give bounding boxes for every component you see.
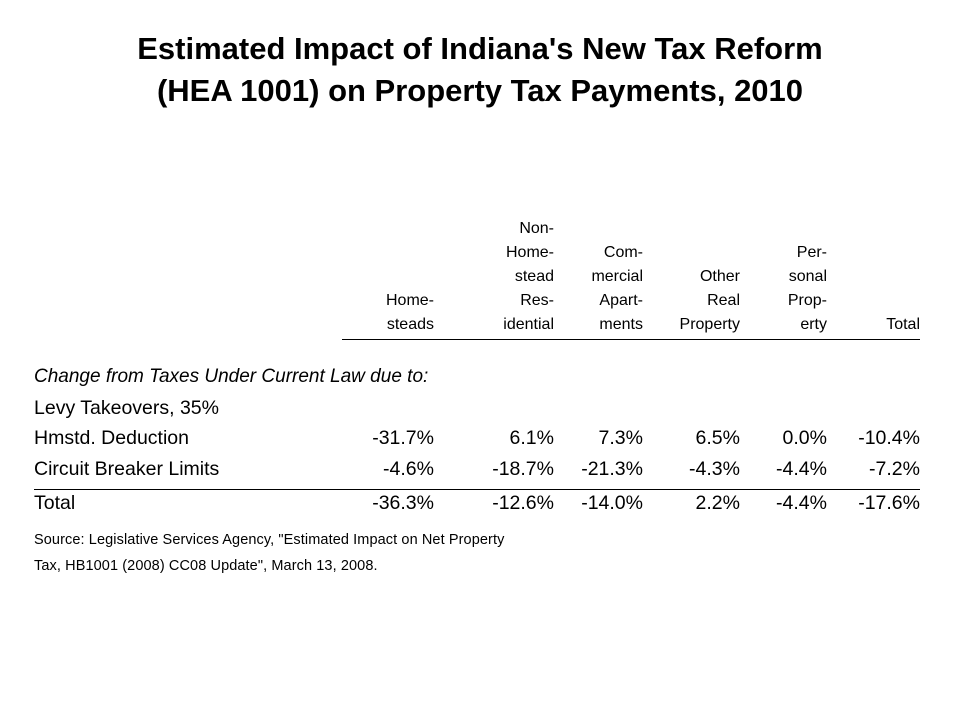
source-line-2: Tax, HB1001 (2008) CC08 Update", March 1…: [34, 558, 378, 574]
table-cell: -4.4%: [776, 492, 827, 514]
column-header-other-real-property: Other Real Property: [679, 268, 740, 333]
table-cell: 6.1%: [509, 427, 554, 449]
table-cell: -7.2%: [869, 458, 920, 480]
table-cell: -14.0%: [581, 492, 643, 514]
table-cell: -12.6%: [492, 492, 554, 514]
table-cell: -4.3%: [689, 458, 740, 480]
row-label: Hmstd. Deduction: [34, 427, 189, 449]
table-cell: 6.5%: [695, 427, 740, 449]
table-row: Levy Takeovers, 35%: [0, 397, 960, 427]
title-line-2: (HEA 1001) on Property Tax Payments, 201…: [156, 73, 804, 108]
section-label: Change from Taxes Under Current Law due …: [34, 366, 429, 387]
table-cell: -21.3%: [581, 458, 643, 480]
row-label: Total: [34, 492, 76, 514]
column-header-commercial-apartments: Com- mercial Apart- ments: [591, 244, 643, 333]
column-header-non-homestead-residential: Non- Home- stead Res- idential: [503, 220, 554, 333]
table-cell: -17.6%: [858, 492, 920, 514]
table-cell: -18.7%: [492, 458, 554, 480]
table-row: Hmstd. Deduction -31.7% 6.1% 7.3% 6.5% 0…: [0, 427, 960, 457]
title-line-1: Estimated Impact of Indiana's New Tax Re…: [137, 31, 823, 66]
source-note: Source: Legislative Services Agency, "Es…: [34, 527, 504, 579]
source-line-1: Source: Legislative Services Agency, "Es…: [34, 532, 505, 548]
row-label: Circuit Breaker Limits: [34, 458, 220, 480]
table-cell: 2.2%: [695, 492, 740, 514]
column-header-personal-property: Per- sonal Prop- erty: [787, 244, 827, 333]
table-cell: -36.3%: [372, 492, 434, 514]
table-cell: -31.7%: [372, 427, 434, 449]
table-cell: 0.0%: [782, 427, 827, 449]
page-title: Estimated Impact of Indiana's New Tax Re…: [0, 28, 960, 112]
total-divider: [34, 489, 920, 490]
row-label: Levy Takeovers, 35%: [34, 397, 219, 419]
table-cell: -4.6%: [383, 458, 434, 480]
table-cell: 7.3%: [598, 427, 643, 449]
header-underline: [342, 339, 920, 340]
table-row: Circuit Breaker Limits -4.6% -18.7% -21.…: [0, 458, 960, 488]
column-header-homesteads: Home- steads: [385, 292, 434, 333]
table-cell: -4.4%: [776, 458, 827, 480]
total-row: Total -36.3% -12.6% -14.0% 2.2% -4.4% -1…: [0, 492, 960, 522]
table-cell: -10.4%: [858, 427, 920, 449]
column-header-total: Total: [886, 316, 920, 333]
